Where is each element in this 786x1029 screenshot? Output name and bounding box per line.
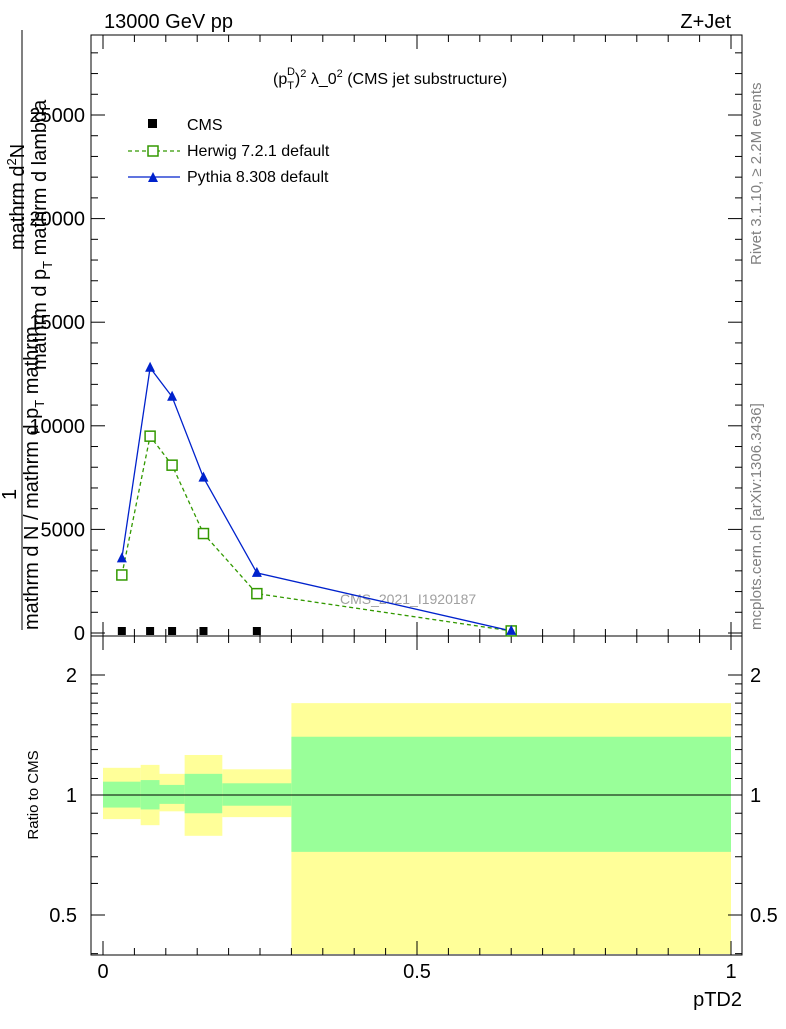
ratio-band-green bbox=[159, 784, 185, 804]
process-label: Z+Jet bbox=[680, 11, 731, 33]
herwig-point bbox=[197, 527, 210, 540]
pythia-point bbox=[145, 361, 156, 372]
ratio-xtick-label: 0.5 bbox=[403, 961, 431, 983]
ratio-xtick-label: 0 bbox=[97, 961, 108, 983]
cms-point bbox=[146, 627, 155, 635]
ratio-band-green bbox=[184, 773, 223, 814]
legend-cms-label: CMS bbox=[187, 117, 223, 134]
legend-cms-marker bbox=[148, 119, 157, 128]
x-axis-label: pTD2 bbox=[693, 989, 742, 1011]
ratio-ytick-label-left: 1 bbox=[66, 785, 77, 807]
cms-point bbox=[117, 627, 126, 635]
pythia-point bbox=[506, 624, 517, 635]
ratio-xtick-label: 1 bbox=[725, 961, 736, 983]
ratio-bands bbox=[103, 703, 731, 954]
main-axis-ticks: 0 5000 10000 15000 20000 25000 bbox=[29, 35, 742, 645]
ylabel-numerator-one: 1 bbox=[0, 489, 21, 500]
pythia-line bbox=[121, 366, 512, 632]
cms-point bbox=[199, 627, 208, 635]
ratio-band-green bbox=[222, 783, 292, 806]
legend-pythia-label: Pythia 8.308 default bbox=[187, 169, 329, 186]
herwig-point bbox=[166, 459, 178, 471]
plot-title: (pTD)2 λ_02 (CMS jet substructure) bbox=[273, 66, 507, 92]
ratio-ytick-label-right: 1 bbox=[750, 785, 761, 807]
rivet-version-label: Rivet 3.1.10, ≥ 2.2M events bbox=[748, 83, 765, 266]
legend-pythia-marker bbox=[148, 172, 158, 182]
ratio-ytick-label-right: 2 bbox=[750, 665, 761, 687]
main-ytick-label: 15000 bbox=[29, 312, 85, 334]
cms-point bbox=[168, 627, 177, 635]
ylabel-line-b: mathrm d2N bbox=[4, 144, 29, 250]
legend-herwig-marker bbox=[147, 145, 159, 157]
herwig-point bbox=[144, 430, 156, 442]
ylabel-line-a: mathrm d N / mathrm d pT mathrm bbox=[21, 326, 47, 630]
energy-label: 13000 GeV pp bbox=[104, 11, 233, 33]
pythia-point bbox=[251, 566, 262, 577]
main-ytick-label: 25000 bbox=[29, 105, 85, 127]
ratio-band-green bbox=[291, 736, 731, 852]
legend-herwig-label: Herwig 7.2.1 default bbox=[187, 143, 330, 160]
main-ytick-label: 0 bbox=[74, 623, 85, 645]
cms-point bbox=[252, 627, 261, 635]
main-y-axis-label: 1 mathrm d N / mathrm d pT mathrm mathrm… bbox=[0, 30, 55, 630]
ratio-ytick-label-left: 2 bbox=[66, 665, 77, 687]
ratio-ytick-label-left: 0.5 bbox=[49, 905, 77, 927]
pythia-point bbox=[167, 390, 178, 401]
pythia-point bbox=[198, 471, 209, 482]
ratio-axis-ticks: 0.5 0.5 1 1 2 2 0 0.5 1 bbox=[49, 636, 778, 983]
ratio-ytick-label-right: 0.5 bbox=[750, 905, 778, 927]
main-ytick-label: 20000 bbox=[29, 209, 85, 231]
legend: CMS Herwig 7.2.1 default Pythia 8.308 de… bbox=[128, 117, 330, 186]
pythia-point bbox=[116, 552, 127, 563]
ratio-y-axis-label: Ratio to CMS bbox=[25, 750, 42, 839]
mcplots-credit-label: mcplots.cern.ch [arXiv:1306.3436] bbox=[748, 403, 765, 630]
main-ytick-label: 10000 bbox=[29, 416, 85, 438]
main-ytick-label: 5000 bbox=[41, 519, 86, 541]
series-layer bbox=[116, 361, 517, 637]
analysis-watermark: CMS_2021_I1920187 bbox=[340, 591, 476, 607]
herwig-point bbox=[116, 569, 128, 581]
herwig-point bbox=[251, 587, 263, 600]
ylabel-line-c: mathrm d pT mathrm d lambda bbox=[29, 99, 55, 370]
